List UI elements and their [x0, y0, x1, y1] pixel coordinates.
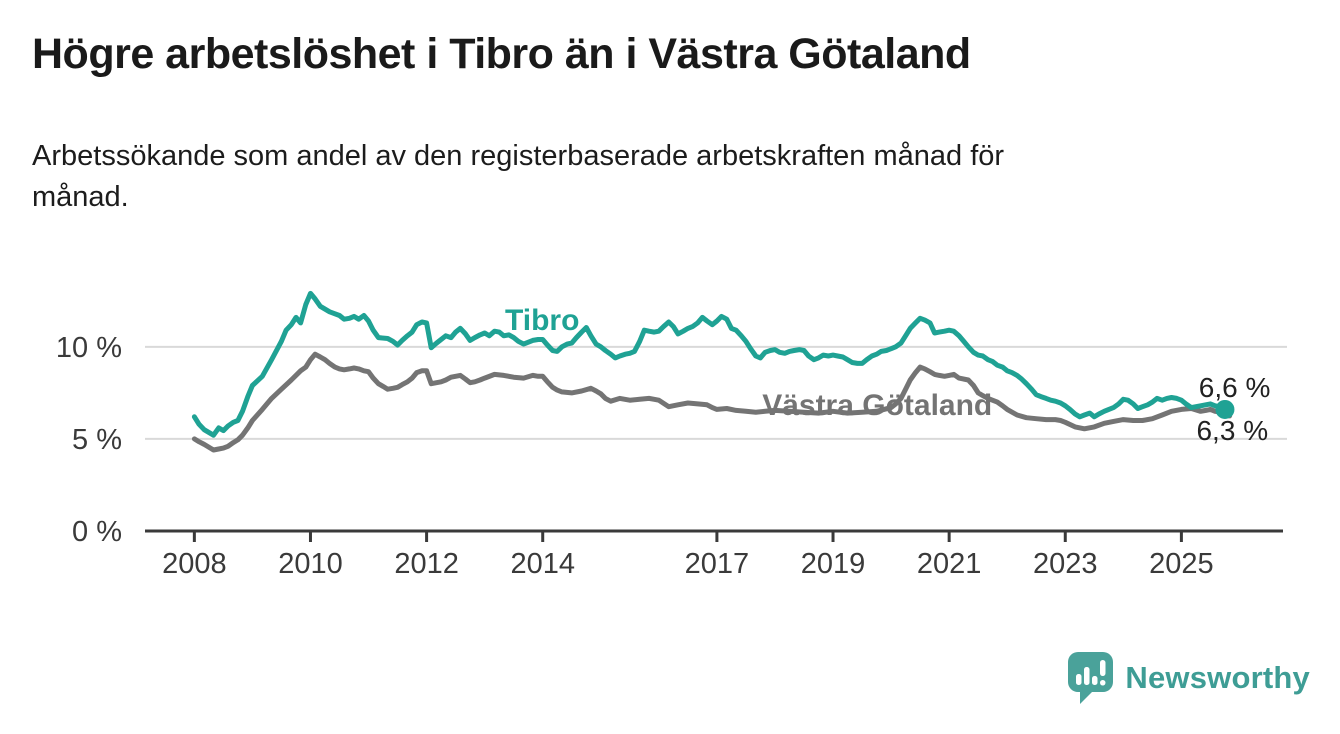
series-label-v-stra-g-taland: Västra Götaland [762, 389, 992, 422]
y-tick-label: 10 % [56, 332, 122, 364]
x-tick-label: 2014 [510, 548, 575, 580]
page-subtitle: Arbetssökande som andel av den registerb… [32, 140, 1005, 214]
newsworthy-logo-icon [1068, 652, 1114, 704]
x-tick-label: 2012 [394, 548, 459, 580]
y-tick-label: 0 % [72, 516, 122, 548]
series-line-v-stra-g-taland [191, 351, 1233, 453]
series-end-dot [1215, 399, 1235, 419]
x-tick-label: 2017 [685, 548, 750, 580]
x-tick-label: 2010 [278, 548, 343, 580]
series-line-tibro [191, 290, 1228, 438]
page-title: Högre arbetslöshet i Tibro än i Västra G… [32, 30, 971, 78]
y-tick-label: 5 % [72, 424, 122, 456]
end-value-label: 6,6 % [1199, 372, 1271, 403]
x-tick-label: 2021 [917, 548, 982, 580]
chart-canvas: Västra Götaland Tibro 6,6 % 6,3 % 2008 2010 20… [56, 290, 1287, 580]
unemployment-line-chart: Västra Götaland Tibro 6,6 % 6,3 % 2008 2010 20… [0, 240, 1340, 610]
x-tick-label: 2019 [801, 548, 866, 580]
x-tick-label: 2025 [1149, 548, 1214, 580]
x-tick-label: 2023 [1033, 548, 1098, 580]
x-tick-label: 2008 [162, 548, 227, 580]
newsworthy-logo: Newsworthy [1067, 651, 1310, 704]
newsworthy-logo-text: Newsworthy [1125, 659, 1310, 695]
end-value-label: 6,3 % [1196, 415, 1268, 446]
series-label-tibro: Tibro [505, 304, 579, 337]
